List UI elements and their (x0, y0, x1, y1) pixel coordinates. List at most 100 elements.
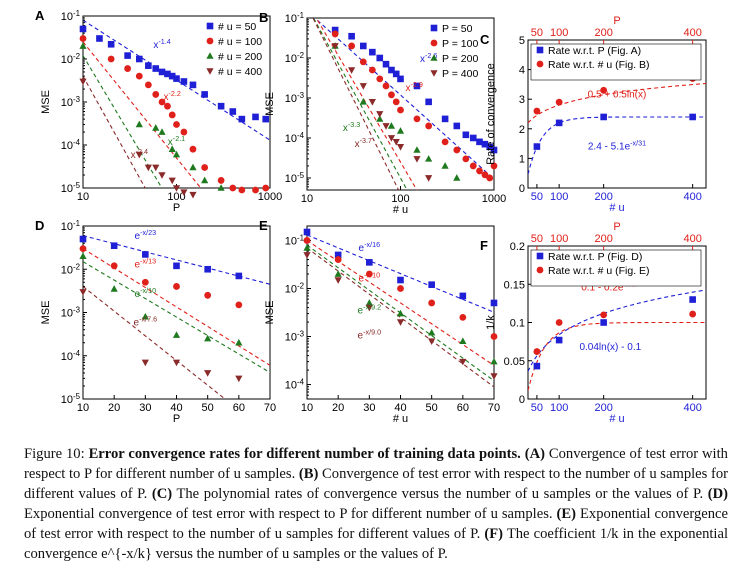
data-point (168, 177, 176, 185)
y-tick-label: 10-4 (61, 138, 81, 153)
figure-panels: 10 100 100010-510-410-310-210-1PMSEAx-1.4x… (35, 8, 707, 425)
x-tick-label: 400 (683, 191, 701, 203)
data-point (158, 68, 166, 76)
data-point (79, 25, 87, 33)
y-tick-label: 10-4 (61, 348, 81, 363)
data-point (173, 283, 180, 290)
data-point (201, 91, 208, 98)
data-point (135, 72, 143, 80)
data-point (376, 54, 384, 62)
data-point (124, 52, 131, 59)
x-tick-label: 40 (394, 402, 406, 414)
x-tick-label: 1000 (258, 191, 282, 203)
data-point (79, 289, 87, 296)
fit-annotation: x-2.9 (405, 79, 422, 94)
legend-box (530, 249, 702, 287)
fit-line (315, 18, 418, 190)
y-axis-label: Rate of convergence (485, 63, 497, 165)
data-point (79, 42, 87, 49)
data-point (173, 121, 180, 128)
y-tick-label: 3 (519, 94, 525, 106)
data-point (441, 115, 449, 123)
x2-tick-label: 50 (531, 233, 543, 245)
data-point (486, 143, 494, 151)
data-point (453, 122, 461, 130)
y-tick-label: 0 (519, 394, 525, 406)
x2-tick-label: 50 (531, 27, 543, 39)
x-tick-label: 400 (683, 402, 701, 414)
caption-letter-a: (A) (524, 446, 545, 462)
y-tick-label: 10-3 (285, 90, 305, 105)
data-point (459, 292, 467, 300)
data-point (413, 82, 421, 90)
legend-marker (206, 37, 214, 45)
x-axis-label: # u (609, 413, 624, 425)
data-point (555, 119, 563, 127)
x-tick-label: 10 (77, 402, 89, 414)
data-point (462, 155, 470, 163)
data-point (428, 328, 436, 336)
data-point (428, 299, 436, 307)
legend-marker (430, 24, 438, 32)
legend-entry: Rate w.r.t. # u (Fig. B) (548, 59, 650, 71)
legend-marker (206, 52, 214, 59)
data-point (486, 174, 494, 182)
data-point (124, 65, 132, 72)
data-point (152, 65, 160, 72)
data-point (413, 115, 421, 123)
fit-curve (528, 289, 706, 372)
data-point (238, 186, 246, 194)
data-point (204, 291, 212, 299)
data-point (235, 338, 243, 346)
data-point (533, 362, 541, 370)
x2-axis-label: P (613, 221, 620, 233)
data-point (180, 189, 188, 196)
y-tick-label: 10-1 (285, 233, 305, 248)
y-axis-label: MSE (40, 90, 52, 114)
chart-panel-c: 50 100 200 400 0 1 2 3 4 5 50 100 200 400 P # u Rate of … (480, 15, 707, 214)
data-point (96, 35, 103, 42)
data-point (229, 108, 237, 115)
data-point (135, 151, 143, 159)
fit-annotation: x-3.3 (343, 119, 360, 134)
data-point (533, 107, 541, 115)
caption-letter-f: (F) (484, 526, 503, 542)
data-point (368, 99, 376, 106)
chart-panel-f: 50 100 200 400 0 0.05 0.1 0.15 0.2 50 100 200 400 P # … (480, 221, 707, 425)
y-tick-label: 10-3 (61, 95, 81, 110)
legend-marker (430, 39, 438, 47)
data-point (376, 111, 384, 118)
x2-tick-label: 200 (594, 27, 612, 39)
legend-entry: P = 200 (442, 53, 478, 65)
data-point (459, 314, 467, 321)
data-point (397, 75, 404, 83)
y-tick-label: 10-1 (61, 9, 81, 24)
caption-letter-b: (B) (298, 466, 319, 482)
x-tick-label: 200 (594, 191, 612, 203)
x-tick-label: 100 (391, 193, 409, 205)
data-point (79, 78, 87, 86)
fit-annotation: x-2.2 (164, 89, 181, 104)
plot-frame (82, 225, 271, 400)
fit-annotation: x-2.4 (131, 146, 148, 161)
y-tick-label: 10-2 (285, 281, 304, 296)
data-point (382, 60, 390, 68)
data-point (396, 319, 405, 326)
data-point (396, 144, 405, 151)
data-point (145, 62, 152, 69)
panel-letter: A (35, 8, 45, 23)
data-point (490, 373, 498, 380)
x-tick-label: 10 (301, 193, 313, 205)
data-point (376, 115, 384, 122)
figure-caption: Figure 10: Error convergence rates for d… (24, 444, 728, 564)
data-point (110, 242, 118, 250)
data-point (365, 299, 373, 306)
data-point (425, 98, 432, 106)
y-tick-label: 0.2 (510, 241, 525, 253)
x2-tick-label: 100 (550, 233, 568, 245)
data-point (481, 171, 489, 179)
data-point (397, 285, 404, 292)
fit-annotation: e-x/9.0 (358, 327, 382, 342)
caption-letter-c: (C) (151, 486, 173, 502)
